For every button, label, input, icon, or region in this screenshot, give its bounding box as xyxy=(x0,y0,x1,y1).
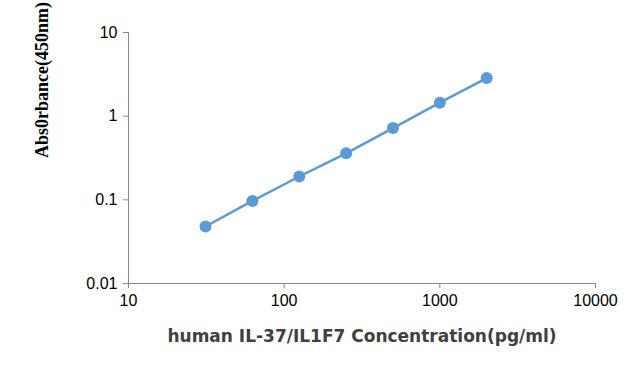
svg-text:100: 100 xyxy=(271,292,298,309)
svg-text:1: 1 xyxy=(109,107,118,124)
svg-text:10000: 10000 xyxy=(573,292,618,309)
svg-text:0.1: 0.1 xyxy=(95,191,117,208)
svg-text:Abs0rbance(450nm): Abs0rbance(450nm) xyxy=(32,2,53,158)
svg-text:0.01: 0.01 xyxy=(86,275,117,292)
svg-text:human IL-37/IL1F7 Concentratio: human IL-37/IL1F7 Concentration(pg/ml) xyxy=(167,326,556,346)
svg-text:1000: 1000 xyxy=(422,292,458,309)
svg-text:10: 10 xyxy=(100,24,118,41)
svg-text:10: 10 xyxy=(120,292,138,309)
